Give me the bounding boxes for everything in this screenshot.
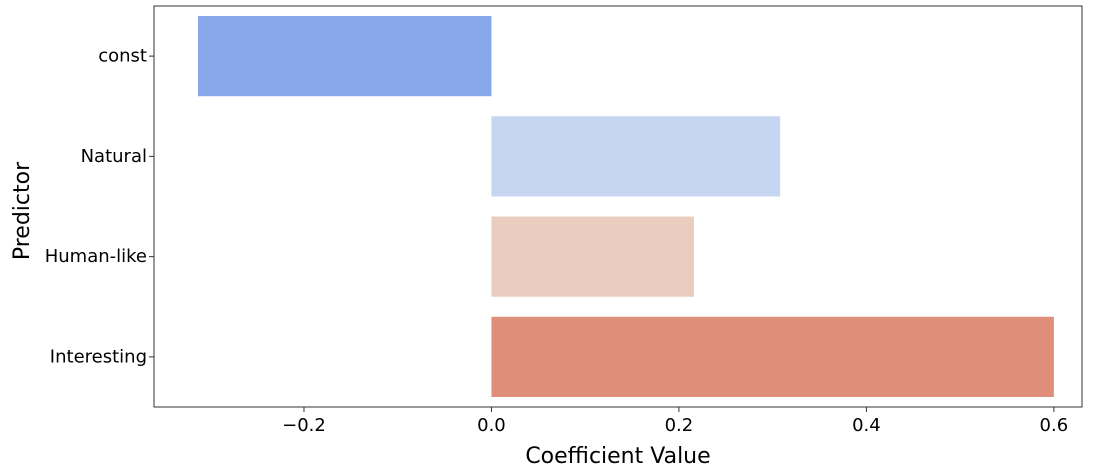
- x-tick-label: 0.0: [477, 415, 506, 436]
- bars-group: [198, 16, 1054, 397]
- x-ticks-group: −0.2 0.0 0.2 0.4 0.6: [282, 407, 1068, 436]
- x-tick-label: 0.6: [1040, 415, 1069, 436]
- y-tick-label-const: const: [98, 46, 147, 67]
- bar-interesting: [491, 316, 1054, 397]
- x-tick-label: 0.4: [852, 415, 881, 436]
- bar-natural: [491, 116, 781, 197]
- plot-frame: [153, 5, 1083, 408]
- y-tick-label-natural: Natural: [81, 146, 147, 167]
- y-ticks-group: const Natural Human-like Interesting: [45, 46, 154, 367]
- y-axis-title: Predictor: [10, 161, 35, 260]
- x-tick-label: 0.2: [665, 415, 694, 436]
- bar-human-like: [491, 216, 694, 297]
- x-axis-title: Coefficient Value: [525, 444, 710, 468]
- bar-const: [198, 16, 492, 97]
- y-tick-label-interesting: Interesting: [50, 346, 147, 367]
- y-tick-label-human-like: Human-like: [45, 246, 147, 267]
- x-tick-label: −0.2: [282, 415, 326, 436]
